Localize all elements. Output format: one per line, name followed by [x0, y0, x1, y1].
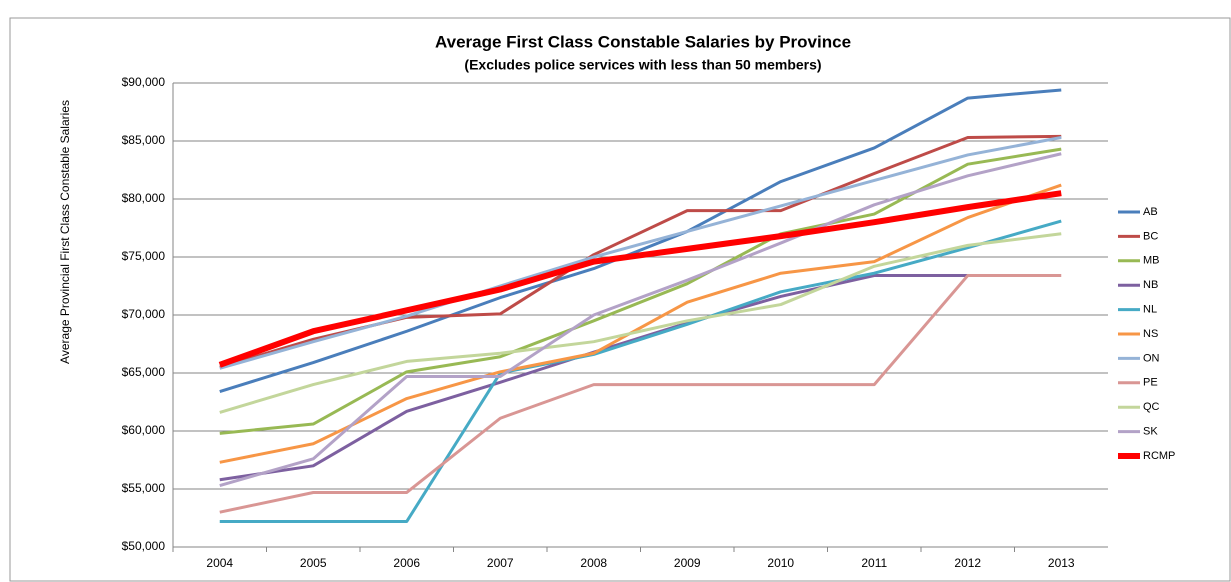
legend-label: MB — [1143, 255, 1160, 267]
legend-label: NL — [1143, 304, 1157, 316]
legend-label: NB — [1143, 279, 1158, 291]
x-tick-label: 2004 — [206, 556, 233, 570]
chart-frame — [9, 17, 1231, 582]
y-tick-label: $75,000 — [122, 249, 166, 263]
chart-title: Average First Class Constable Salaries b… — [435, 32, 851, 51]
legend-label: SK — [1143, 426, 1158, 438]
legend-label: AB — [1143, 206, 1158, 218]
series-line — [219, 88, 1062, 393]
legend-label: ON — [1143, 352, 1160, 364]
x-tick-label: 2008 — [580, 556, 607, 570]
series-line — [219, 183, 1062, 464]
y-tick-label: $85,000 — [122, 133, 166, 147]
y-tick-label: $80,000 — [122, 191, 166, 205]
legend-label: RCMP — [1143, 450, 1175, 462]
y-axis-label: Average Provincial First Class Constable… — [58, 100, 72, 364]
legend-label: NS — [1143, 328, 1158, 340]
x-tick-label: 2010 — [767, 556, 794, 570]
y-tick-label: $50,000 — [122, 539, 166, 553]
series-line — [219, 219, 1062, 523]
x-tick-label: 2007 — [487, 556, 514, 570]
x-tick-label: 2009 — [674, 556, 701, 570]
series-line — [219, 232, 1062, 414]
legend-label: QC — [1143, 401, 1160, 413]
x-tick-label: 2005 — [300, 556, 327, 570]
chart-subtitle: (Excludes police services with less than… — [464, 57, 821, 73]
x-tick-label: 2011 — [861, 556, 887, 570]
y-tick-label: $70,000 — [122, 307, 166, 321]
x-tick-label: 2013 — [1048, 556, 1075, 570]
legend-label: BC — [1143, 230, 1158, 242]
y-tick-label: $55,000 — [122, 481, 166, 495]
series-line — [218, 190, 1062, 368]
y-tick-label: $90,000 — [122, 75, 166, 89]
series-line — [219, 136, 1062, 370]
y-tick-label: $65,000 — [122, 365, 166, 379]
legend-label: PE — [1143, 377, 1158, 389]
y-tick-label: $60,000 — [122, 423, 166, 437]
x-tick-label: 2006 — [393, 556, 420, 570]
series-line — [219, 152, 1062, 487]
series-line — [219, 274, 1062, 514]
x-tick-label: 2012 — [954, 556, 981, 570]
